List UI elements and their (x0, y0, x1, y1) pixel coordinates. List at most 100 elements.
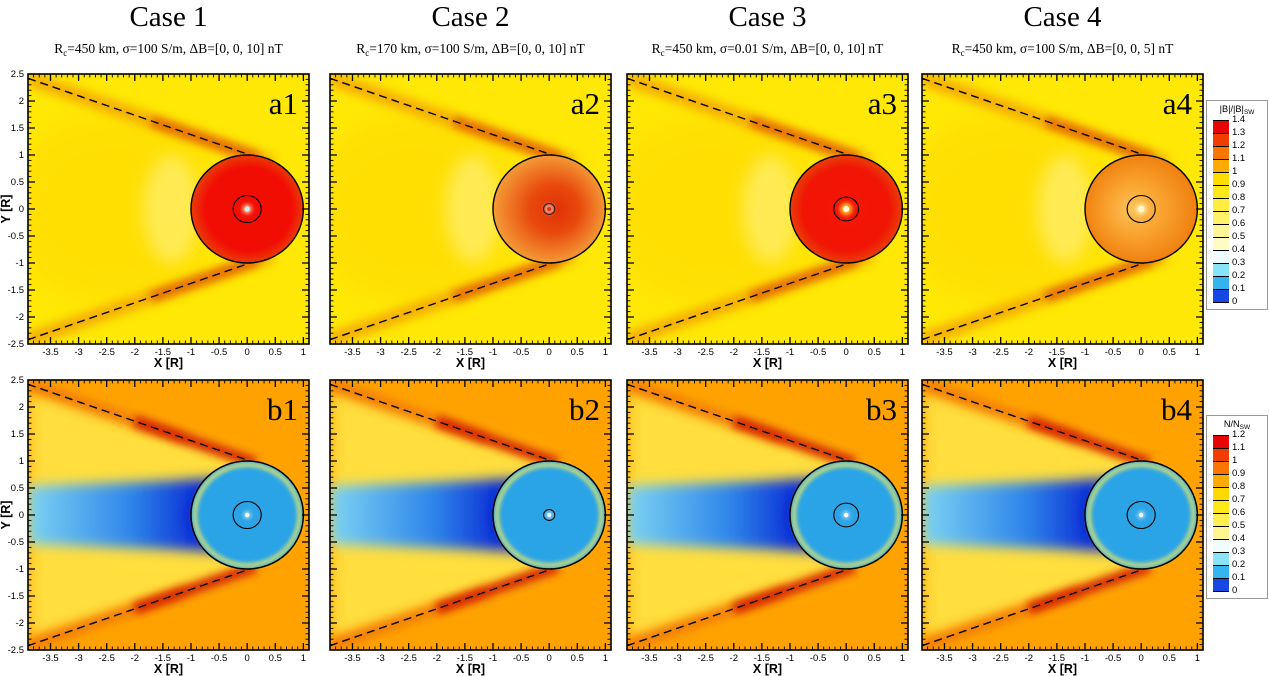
colorbar-cell (1213, 435, 1229, 448)
y-axis-label: Y [R] (0, 501, 13, 530)
x-axis-label: X [R] (753, 356, 782, 370)
colorbar-a-title: |B|/|B|SW (1219, 104, 1255, 116)
x-tick-label: -1 (489, 653, 497, 664)
colorbar-cell (1213, 263, 1229, 276)
inner-circle (232, 500, 262, 530)
mach-cone-line-upper (330, 77, 553, 156)
colorbar-cell (1213, 526, 1229, 539)
x-axis-label: X [R] (456, 662, 485, 676)
x-tick-label: 0.5 (1163, 653, 1176, 664)
case-subtitle-3: Rc=450 km, σ=0.01 S/m, ΔB=[0, 0, 10] nT (651, 41, 884, 58)
colorbar-cell (1213, 172, 1229, 185)
colorbar-cell (1213, 159, 1229, 172)
y-tick-label: 2 (19, 402, 24, 413)
x-axis-label: X [R] (154, 662, 183, 676)
x-tick-label: -1 (786, 347, 794, 358)
colorbar-tick-label: 0.7 (1232, 205, 1246, 216)
colorbar-tick-label: 0.6 (1232, 218, 1246, 229)
mach-cone-line-lower (330, 262, 553, 341)
x-tick-label: -3 (74, 347, 82, 358)
case-title-4: Case 4 (1023, 1, 1102, 33)
x-tick-label: 0.5 (1163, 347, 1176, 358)
x-tick-label: -3.5 (42, 653, 58, 664)
mach-cone-line-lower (28, 262, 251, 341)
panel-label: a2 (571, 86, 600, 121)
mach-cone-line-lower (28, 568, 251, 647)
x-tick-label: 0.5 (269, 347, 282, 358)
inner-circle (1126, 194, 1156, 224)
colorbar-tick-label: 0.8 (1232, 481, 1246, 492)
panel-label: b3 (866, 392, 897, 427)
x-tick-label: -2.5 (697, 653, 713, 664)
x-tick-label: -2.5 (98, 653, 114, 664)
colorbar-tick-label: 0.5 (1232, 520, 1246, 531)
x-tick-label: -3 (968, 653, 976, 664)
colorbar-cell (1213, 146, 1229, 159)
colorbar-b-swatch (1213, 435, 1229, 592)
x-tick-label: 0 (245, 347, 250, 358)
panel-a1: -3.5 -3 -2.5 -2 -1.5 -1 -0.5 0 0.5 1 2.5 2 1.5 1 0.5 0 -… (0, 69, 310, 370)
x-tick-label: -3 (74, 653, 82, 664)
x-tick-label: -3.5 (936, 653, 952, 664)
colorbar-tick-label: 0.9 (1232, 468, 1246, 479)
colorbar-cell (1213, 120, 1229, 133)
inner-circle (543, 203, 556, 215)
x-tick-label: 0 (245, 653, 250, 664)
colorbar-tick-label: 1.1 (1232, 153, 1246, 164)
colorbar-cell (1213, 578, 1229, 591)
case-subtitle-2: Rc=170 km, σ=100 S/m, ΔB=[0, 0, 10] nT (356, 41, 585, 58)
x-tick-label: -3 (673, 653, 681, 664)
y-tick-label: 1.5 (11, 429, 24, 440)
case-title-2: Case 2 (431, 1, 510, 33)
y-tick-label: 2.5 (11, 375, 24, 386)
inner-circle (833, 196, 860, 222)
x-tick-label: -2.5 (400, 653, 416, 664)
x-axis-label: X [R] (1048, 662, 1077, 676)
x-tick-label: -1 (1081, 653, 1089, 664)
inner-circle (833, 502, 860, 528)
x-tick-label: 0 (547, 347, 552, 358)
colorbar-tick-label: 0.3 (1232, 546, 1246, 557)
colorbar-tick-label: 0.5 (1232, 231, 1246, 242)
x-tick-label: 0.5 (868, 653, 881, 664)
mach-cone-line-lower (922, 262, 1145, 341)
y-tick-label: -2.5 (8, 645, 24, 656)
colorbar-tick-label: 1.1 (1232, 442, 1246, 453)
y-tick-label: 0.5 (11, 483, 24, 494)
x-tick-label: 1 (603, 347, 608, 358)
wake-region (922, 477, 1128, 553)
x-tick-label: -2 (433, 653, 441, 664)
panel-a3: -3.5 -3 -2.5 -2 -1.5 -1 -0.5 0 0.5 1 X [R] a3 (626, 73, 909, 370)
y-tick-label: 0.5 (11, 177, 24, 188)
colorbar-cell (1213, 133, 1229, 146)
colorbar-cell (1213, 185, 1229, 198)
x-tick-label: 0 (844, 347, 849, 358)
colorbar-tick-label: 0.9 (1232, 179, 1246, 190)
case-title-1: Case 1 (129, 1, 208, 33)
colorbar-tick-label: 0.1 (1232, 572, 1246, 583)
x-tick-label: -2.5 (992, 653, 1008, 664)
inner-circle (1126, 500, 1156, 530)
x-tick-label: -1.5 (1049, 653, 1065, 664)
colorbar-b-ticks: 1.2 1.1 1 0.9 0.8 0.7 0.6 0.5 0.4 0.3 0.2 0.1 0 (1232, 429, 1262, 596)
x-tick-label: -2.5 (400, 347, 416, 358)
panel-label: a3 (868, 86, 897, 121)
wake-region (28, 477, 234, 553)
colorbar-cell (1213, 513, 1229, 526)
case-subtitle-4: Rc=450 km, σ=100 S/m, ΔB=[0, 0, 5] nT (951, 41, 1174, 58)
x-tick-label: -1 (187, 347, 195, 358)
colorbar-tick-label: 0.4 (1232, 244, 1246, 255)
x-tick-label: -2.5 (992, 347, 1008, 358)
colorbar-cell (1213, 237, 1229, 250)
colorbar-tick-label: 1 (1232, 455, 1238, 466)
panel-b3: -3.5 -3 -2.5 -2 -1.5 -1 -0.5 0 0.5 1 X [R] b3 (626, 379, 909, 676)
colorbar-tick-label: 0.1 (1232, 283, 1246, 294)
x-tick-label: -3.5 (344, 347, 360, 358)
panel-label: b4 (1161, 392, 1193, 427)
colorbar-cell (1213, 224, 1229, 237)
colorbar-cell (1213, 448, 1229, 461)
panel-b2: -3.5 -3 -2.5 -2 -1.5 -1 -0.5 0 0.5 1 X [R] b2 (329, 379, 612, 676)
y-tick-label: -2.5 (8, 339, 24, 350)
x-tick-label: -1.5 (155, 653, 171, 664)
panel-a2: -3.5 -3 -2.5 -2 -1.5 -1 -0.5 0 0.5 1 X [R] a2 (329, 73, 612, 370)
